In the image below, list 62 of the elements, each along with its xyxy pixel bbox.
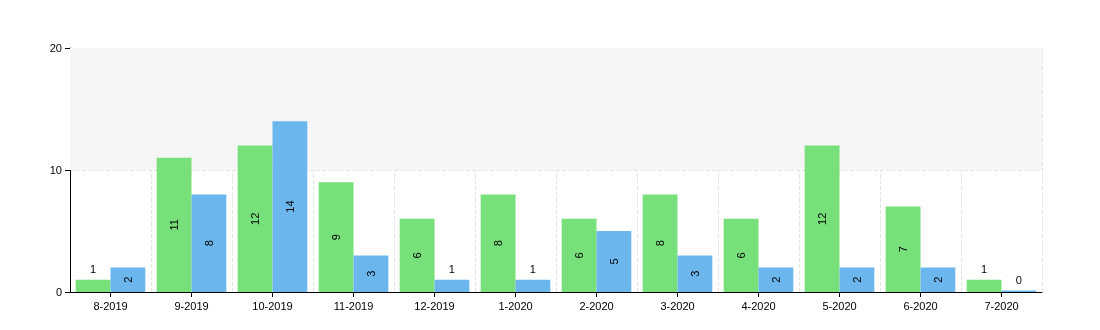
x-tick-label: 8-2019 [93, 299, 128, 312]
bar [596, 231, 632, 292]
bar [920, 267, 956, 292]
bar [237, 145, 273, 292]
data-label: 2 [121, 276, 134, 283]
data-label: 8 [492, 240, 505, 247]
data-label: 1 [448, 263, 455, 276]
bar [318, 182, 354, 292]
data-label: 5 [607, 258, 620, 265]
x-tick-label: 7-2020 [984, 299, 1019, 312]
bar [272, 121, 308, 292]
data-label: 6 [735, 252, 748, 259]
data-label: 2 [769, 276, 782, 283]
data-label: 9 [330, 234, 343, 241]
bar [191, 194, 227, 292]
data-label: 1 [529, 263, 536, 276]
x-tick-label: 12-2019 [414, 299, 455, 312]
x-tick-label: 2-2020 [579, 299, 614, 312]
data-label: 6 [573, 252, 586, 259]
data-label: 14 [283, 200, 296, 213]
bar [434, 279, 470, 292]
x-tick-label: 11-2019 [333, 299, 374, 312]
y-tick-label: 0 [55, 286, 62, 298]
data-label: 11 [168, 219, 181, 231]
bar [966, 279, 1002, 292]
bar [642, 194, 678, 292]
bar [156, 157, 192, 292]
bar [110, 267, 146, 292]
x-tick-label: 4-2020 [741, 299, 776, 312]
data-label: 1 [90, 263, 97, 276]
data-label: 6 [411, 252, 424, 259]
x-tick-label: 9-2019 [174, 299, 209, 312]
bar [804, 145, 840, 292]
bar [399, 218, 435, 292]
bar [75, 279, 111, 292]
bar [515, 279, 551, 292]
data-label: 0 [1015, 274, 1022, 286]
x-tick-label: 6-2020 [903, 299, 938, 312]
x-tick-label: 1-2020 [498, 299, 533, 312]
data-label: 8 [654, 240, 667, 247]
data-label: 8 [202, 240, 215, 247]
data-label: 3 [688, 270, 701, 277]
y-tick-label: 20 [49, 42, 62, 54]
data-label: 12 [249, 212, 262, 225]
y-tick-label: 10 [49, 164, 62, 176]
bar [723, 218, 759, 292]
bar [839, 267, 875, 292]
data-label: 7 [897, 246, 910, 253]
data-label: 12 [816, 212, 829, 225]
x-tick-label: 3-2020 [660, 299, 695, 312]
bar [885, 206, 921, 292]
data-label: 3 [364, 270, 377, 277]
x-tick-label: 5-2020 [822, 299, 857, 312]
data-label: 2 [850, 276, 863, 283]
bar [758, 267, 794, 292]
bar [677, 255, 713, 292]
bar [561, 218, 597, 292]
bar [353, 255, 389, 292]
bar [480, 194, 516, 292]
data-label: 2 [931, 276, 944, 283]
data-label: 1 [981, 263, 988, 276]
x-tick-label: 10-2019 [252, 299, 293, 312]
